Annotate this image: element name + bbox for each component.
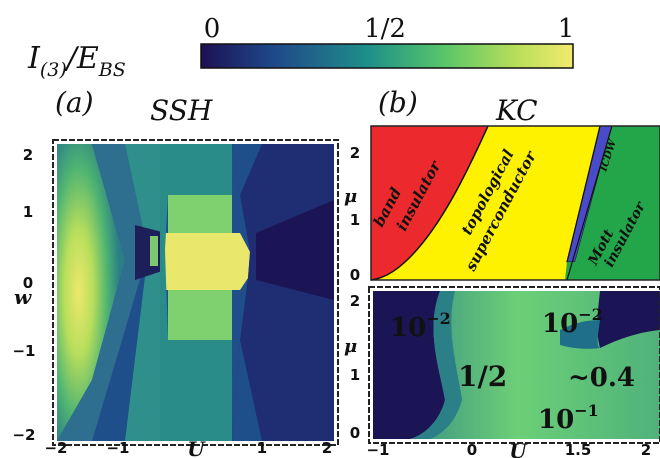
ssh-xtick-1: 1: [257, 439, 267, 457]
ssh-heatmap: [52, 139, 339, 446]
annot-1e-1: 10−1: [538, 401, 599, 435]
colorbar-label: I(3)/EBS: [27, 41, 126, 81]
kc-map-ytick-2: 2: [350, 292, 360, 310]
annot-0-4: ~0.4: [568, 363, 635, 393]
colorbar-tick-1: 1: [558, 14, 575, 44]
kc-phase-ytick-0: 0: [350, 266, 360, 284]
ssh-ytick-m1: −1: [12, 342, 35, 360]
panel-a-letter: (a): [55, 86, 94, 119]
kc-map-ytick-0: 0: [350, 424, 360, 442]
panel-b-letter: (b): [378, 86, 418, 119]
ssh-ylabel: w: [14, 285, 32, 309]
kc-intensity-map: [368, 286, 660, 444]
kc-map-ytick-1: 1: [350, 366, 360, 384]
ssh-xtick-m1: −1: [106, 439, 129, 457]
annot-1e-2-left: 10−2: [390, 309, 451, 343]
panel-b: (b) KC band insulator topological superc…: [344, 86, 660, 458]
ssh-ytick-2: 2: [23, 146, 33, 164]
panel-b-title: KC: [495, 94, 538, 127]
colorbar-tick-0: 0: [204, 14, 221, 44]
ssh-xlabel: U: [187, 437, 206, 458]
ssh-ytick-1: 1: [23, 203, 33, 221]
colorbar-gradient: [200, 43, 574, 69]
kc-map-xtick-1-5: 1.5: [565, 441, 592, 458]
kc-map-xtick-m1: −1: [366, 441, 389, 458]
colorbar: I(3)/EBS 0 1/2 1: [27, 14, 574, 81]
colorbar-tick-half: 1/2: [364, 14, 406, 44]
ssh-xtick-2: 2: [322, 439, 332, 457]
panel-a: (a) SSH 2 1 0 −1: [12, 86, 339, 458]
kc-phase-ytick-2: 2: [350, 144, 360, 162]
kc-map-xlabel: U: [509, 439, 528, 458]
kc-map-ylabel: μ: [344, 336, 357, 357]
kc-map-xtick-2: 2: [641, 441, 651, 458]
ssh-ytick-m2: −2: [12, 426, 35, 444]
ssh-xtick-m2: −2: [44, 439, 67, 457]
panel-a-title: SSH: [150, 94, 213, 127]
kc-phase-ytick-1: 1: [350, 211, 360, 229]
kc-phase-diagram: [370, 125, 660, 281]
kc-map-xtick-0: 0: [467, 441, 477, 458]
annot-1e-2-right: 10−2: [542, 305, 603, 339]
kc-phase-ylabel: μ: [344, 186, 357, 207]
ssh-ytick-0: 0: [23, 274, 33, 292]
annot-half: 1/2: [458, 360, 507, 393]
